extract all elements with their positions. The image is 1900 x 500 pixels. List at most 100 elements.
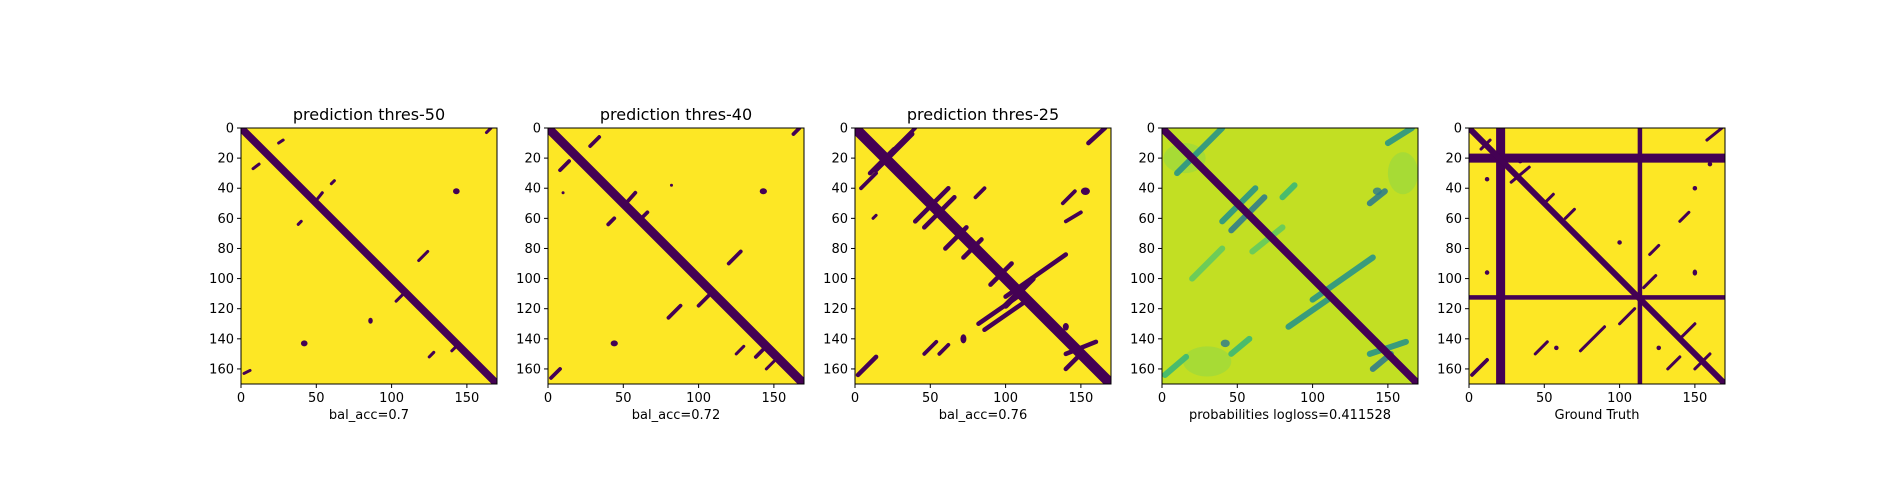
y-tick-label: 160 xyxy=(1130,362,1155,377)
axes-frame xyxy=(1468,127,1726,385)
contact-stroke xyxy=(871,213,878,220)
y-tick-label: 100 xyxy=(1437,272,1462,287)
x-tick-label: 150 xyxy=(454,391,479,406)
contact-stroke xyxy=(1678,322,1697,341)
contact-blob xyxy=(1707,161,1713,167)
probability-region xyxy=(1220,339,1230,348)
contact-stroke xyxy=(1578,325,1607,353)
x-tick-label: 0 xyxy=(1465,391,1473,406)
x-axis-label: bal_acc=0.76 xyxy=(939,408,1027,423)
x-tick-label: 150 xyxy=(1375,391,1400,406)
x-tick-label: 50 xyxy=(308,391,325,406)
probability-stroke xyxy=(1189,245,1226,282)
probability-stroke xyxy=(1285,296,1331,330)
heatmap-cells xyxy=(548,128,804,384)
contact-stroke xyxy=(976,294,1020,327)
probability-region xyxy=(1183,346,1232,377)
y-tick-label: 140 xyxy=(516,332,541,347)
contact-blob xyxy=(1062,323,1069,331)
y-tick-label: 120 xyxy=(1437,302,1462,317)
y-tick-label: 60 xyxy=(831,212,848,227)
x-tick-label: 50 xyxy=(922,391,939,406)
panel-2: 0 50 100 150 0 20 40 60 80 100 120 140 160 prediction… xyxy=(516,105,805,423)
contact-stroke xyxy=(937,342,951,356)
panel-title: prediction thres-50 xyxy=(293,105,445,124)
contact-stroke xyxy=(1533,340,1549,356)
contact-blob xyxy=(1692,185,1698,191)
x-tick-label: 0 xyxy=(851,391,859,406)
contact-band-row xyxy=(1469,153,1725,163)
contact-stroke xyxy=(1705,128,1724,142)
y-tick-label: 0 xyxy=(1454,122,1462,137)
y-tick-label: 160 xyxy=(516,362,541,377)
axes-frame xyxy=(240,127,498,385)
y-tick-label: 80 xyxy=(524,242,541,257)
contact-stroke xyxy=(855,354,879,378)
contact-stroke xyxy=(666,303,683,320)
y-tick-label: 120 xyxy=(1130,302,1155,317)
main-diagonal xyxy=(1469,128,1725,384)
x-tick-label: 100 xyxy=(379,391,404,406)
heatmap-cells xyxy=(241,128,497,384)
contact-stroke xyxy=(1063,210,1083,224)
contact-stroke xyxy=(859,171,878,191)
contact-stroke xyxy=(277,138,285,145)
probability-stroke xyxy=(1174,128,1226,177)
probability-stroke xyxy=(1162,353,1190,378)
y-tick-label: 80 xyxy=(217,242,234,257)
contact-blob xyxy=(1080,187,1090,196)
x-axis-label: bal_acc=0.7 xyxy=(329,408,409,423)
contact-stroke xyxy=(791,128,802,136)
x-axis-label: Ground Truth xyxy=(1555,408,1640,423)
y-tick-label: 40 xyxy=(1445,182,1462,197)
contact-blob xyxy=(1617,240,1622,245)
y-tick-label: 140 xyxy=(1130,332,1155,347)
x-tick-label: 0 xyxy=(544,391,552,406)
y-tick-label: 0 xyxy=(1147,122,1155,137)
y-tick-label: 40 xyxy=(831,182,848,197)
contact-stroke xyxy=(1618,307,1637,326)
probability-stroke xyxy=(1249,224,1286,255)
contact-stroke xyxy=(427,350,436,359)
contact-stroke xyxy=(1678,210,1691,223)
contact-stroke xyxy=(242,368,252,375)
x-tick-label: 150 xyxy=(1682,391,1707,406)
axes-frame xyxy=(854,127,1112,385)
probability-stroke xyxy=(1279,182,1298,201)
contact-stroke xyxy=(588,135,602,148)
contact-blob xyxy=(669,183,673,187)
contact-stroke xyxy=(251,162,261,171)
y-tick-label: 80 xyxy=(1445,242,1462,257)
contact-stroke xyxy=(417,249,430,263)
y-tick-label: 160 xyxy=(823,362,848,377)
contact-blob xyxy=(1484,176,1490,182)
panel-5: 0 50 100 150 0 20 40 60 80 100 120 140 160 Ground Tru… xyxy=(1437,122,1726,423)
contact-stroke xyxy=(764,359,776,371)
y-tick-label: 40 xyxy=(1138,182,1155,197)
y-tick-label: 120 xyxy=(209,302,234,317)
contact-band-row xyxy=(1469,295,1725,300)
contact-blob xyxy=(1554,345,1559,351)
contact-stroke xyxy=(1060,189,1077,206)
x-axis-label: bal_acc=0.72 xyxy=(632,408,720,423)
contact-stroke xyxy=(329,179,336,186)
heatmap-cells xyxy=(855,128,1111,384)
x-tick-label: 100 xyxy=(993,391,1018,406)
y-tick-label: 0 xyxy=(226,122,234,137)
contact-stroke xyxy=(606,216,617,227)
y-tick-label: 100 xyxy=(516,272,541,287)
contact-blob xyxy=(453,188,460,195)
probability-stroke xyxy=(1384,128,1415,147)
y-tick-label: 20 xyxy=(831,152,848,167)
contact-stroke xyxy=(1648,243,1661,256)
y-tick-label: 160 xyxy=(209,362,234,377)
y-tick-label: 20 xyxy=(1138,152,1155,167)
axes-frame xyxy=(547,127,805,385)
y-tick-label: 60 xyxy=(524,212,541,227)
contact-stroke xyxy=(549,367,562,380)
y-tick-label: 140 xyxy=(823,332,848,347)
contact-stroke xyxy=(484,128,493,135)
contact-blob xyxy=(300,340,308,347)
y-tick-label: 100 xyxy=(823,272,848,287)
